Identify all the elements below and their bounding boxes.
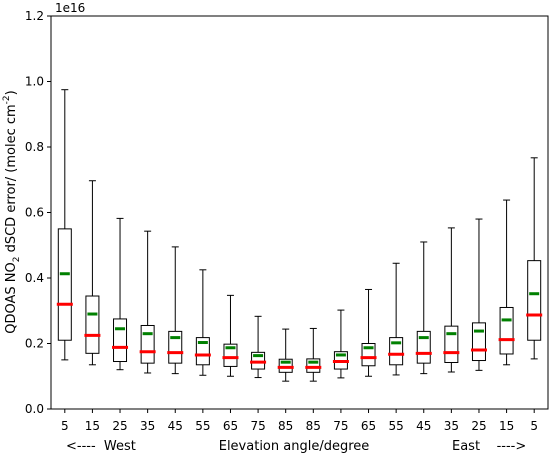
x-axis-label-east: East ----> [452,439,526,454]
x-tick-label: 5 [61,419,69,433]
x-tick-label: 45 [168,419,183,433]
y-tick-label: 1.0 [25,75,44,89]
box-0 [56,89,73,361]
box-iqr [168,330,183,364]
x-tick-label: 65 [361,419,376,433]
x-tick-label: 25 [112,419,127,433]
box-7 [250,315,267,379]
x-tick-label: 35 [140,419,155,433]
box-11 [360,288,377,377]
box-iqr [527,260,542,341]
x-tick-label: 45 [416,419,431,433]
box-iqr [444,325,459,363]
x-tick-label: 35 [444,419,459,433]
box-13 [415,241,432,375]
y-tick-label: 0.8 [25,140,44,154]
box-iqr [85,295,100,354]
box-iqr [140,324,155,364]
x-tick-label: 85 [306,419,321,433]
plot-area [56,89,543,382]
box-iqr [416,330,431,364]
x-tick-label: 5 [530,419,538,433]
x-tick-label: 15 [499,419,514,433]
box-iqr [113,318,128,363]
x-tick-label: 75 [250,419,265,433]
y-axis: 0.0 0.2 0.4 0.6 0.8 1.0 1.2 [25,9,51,416]
box-5 [194,269,211,376]
box-iqr [223,343,238,367]
box-iqr [499,306,514,355]
box-4 [167,246,184,375]
y-tick-label: 0.4 [25,271,44,285]
box-15 [470,218,487,371]
x-tick-label: 55 [195,419,210,433]
box-iqr [471,322,486,362]
x-axis-label: Elevation angle/degree [219,439,370,454]
x-axis-label-west: <---- West [66,439,136,454]
x-tick-label: 55 [388,419,403,433]
axis-scale-multiplier: 1e16 [55,1,85,15]
box-1 [84,180,101,366]
box-6 [222,294,239,377]
box-12 [388,262,405,376]
x-axis: 5 15 25 35 45 55 65 75 85 85 75 65 55 45 35 25 15 5 [61,409,538,433]
x-tick-label: 25 [471,419,486,433]
box-3 [139,230,156,374]
y-tick-label: 0.6 [25,206,44,220]
y-tick-label: 0.2 [25,337,44,351]
x-tick-label: 15 [85,419,100,433]
box-2 [112,217,129,371]
y-tick-label: 1.2 [25,9,44,23]
box-17 [526,157,543,360]
box-iqr [57,228,72,341]
box-9 [305,327,322,382]
box-10 [332,309,349,379]
x-tick-label: 85 [278,419,293,433]
x-tick-label: 75 [333,419,348,433]
box-14 [443,227,460,373]
y-axis-label: QDOAS NO2 dSCD error/ (molec cm-2) [2,90,22,334]
x-tick-label: 65 [223,419,238,433]
box-iqr [389,337,404,366]
y-tick-label: 0.0 [25,402,44,416]
box-8 [277,328,294,382]
box-iqr [195,337,210,366]
box-16 [498,199,515,366]
